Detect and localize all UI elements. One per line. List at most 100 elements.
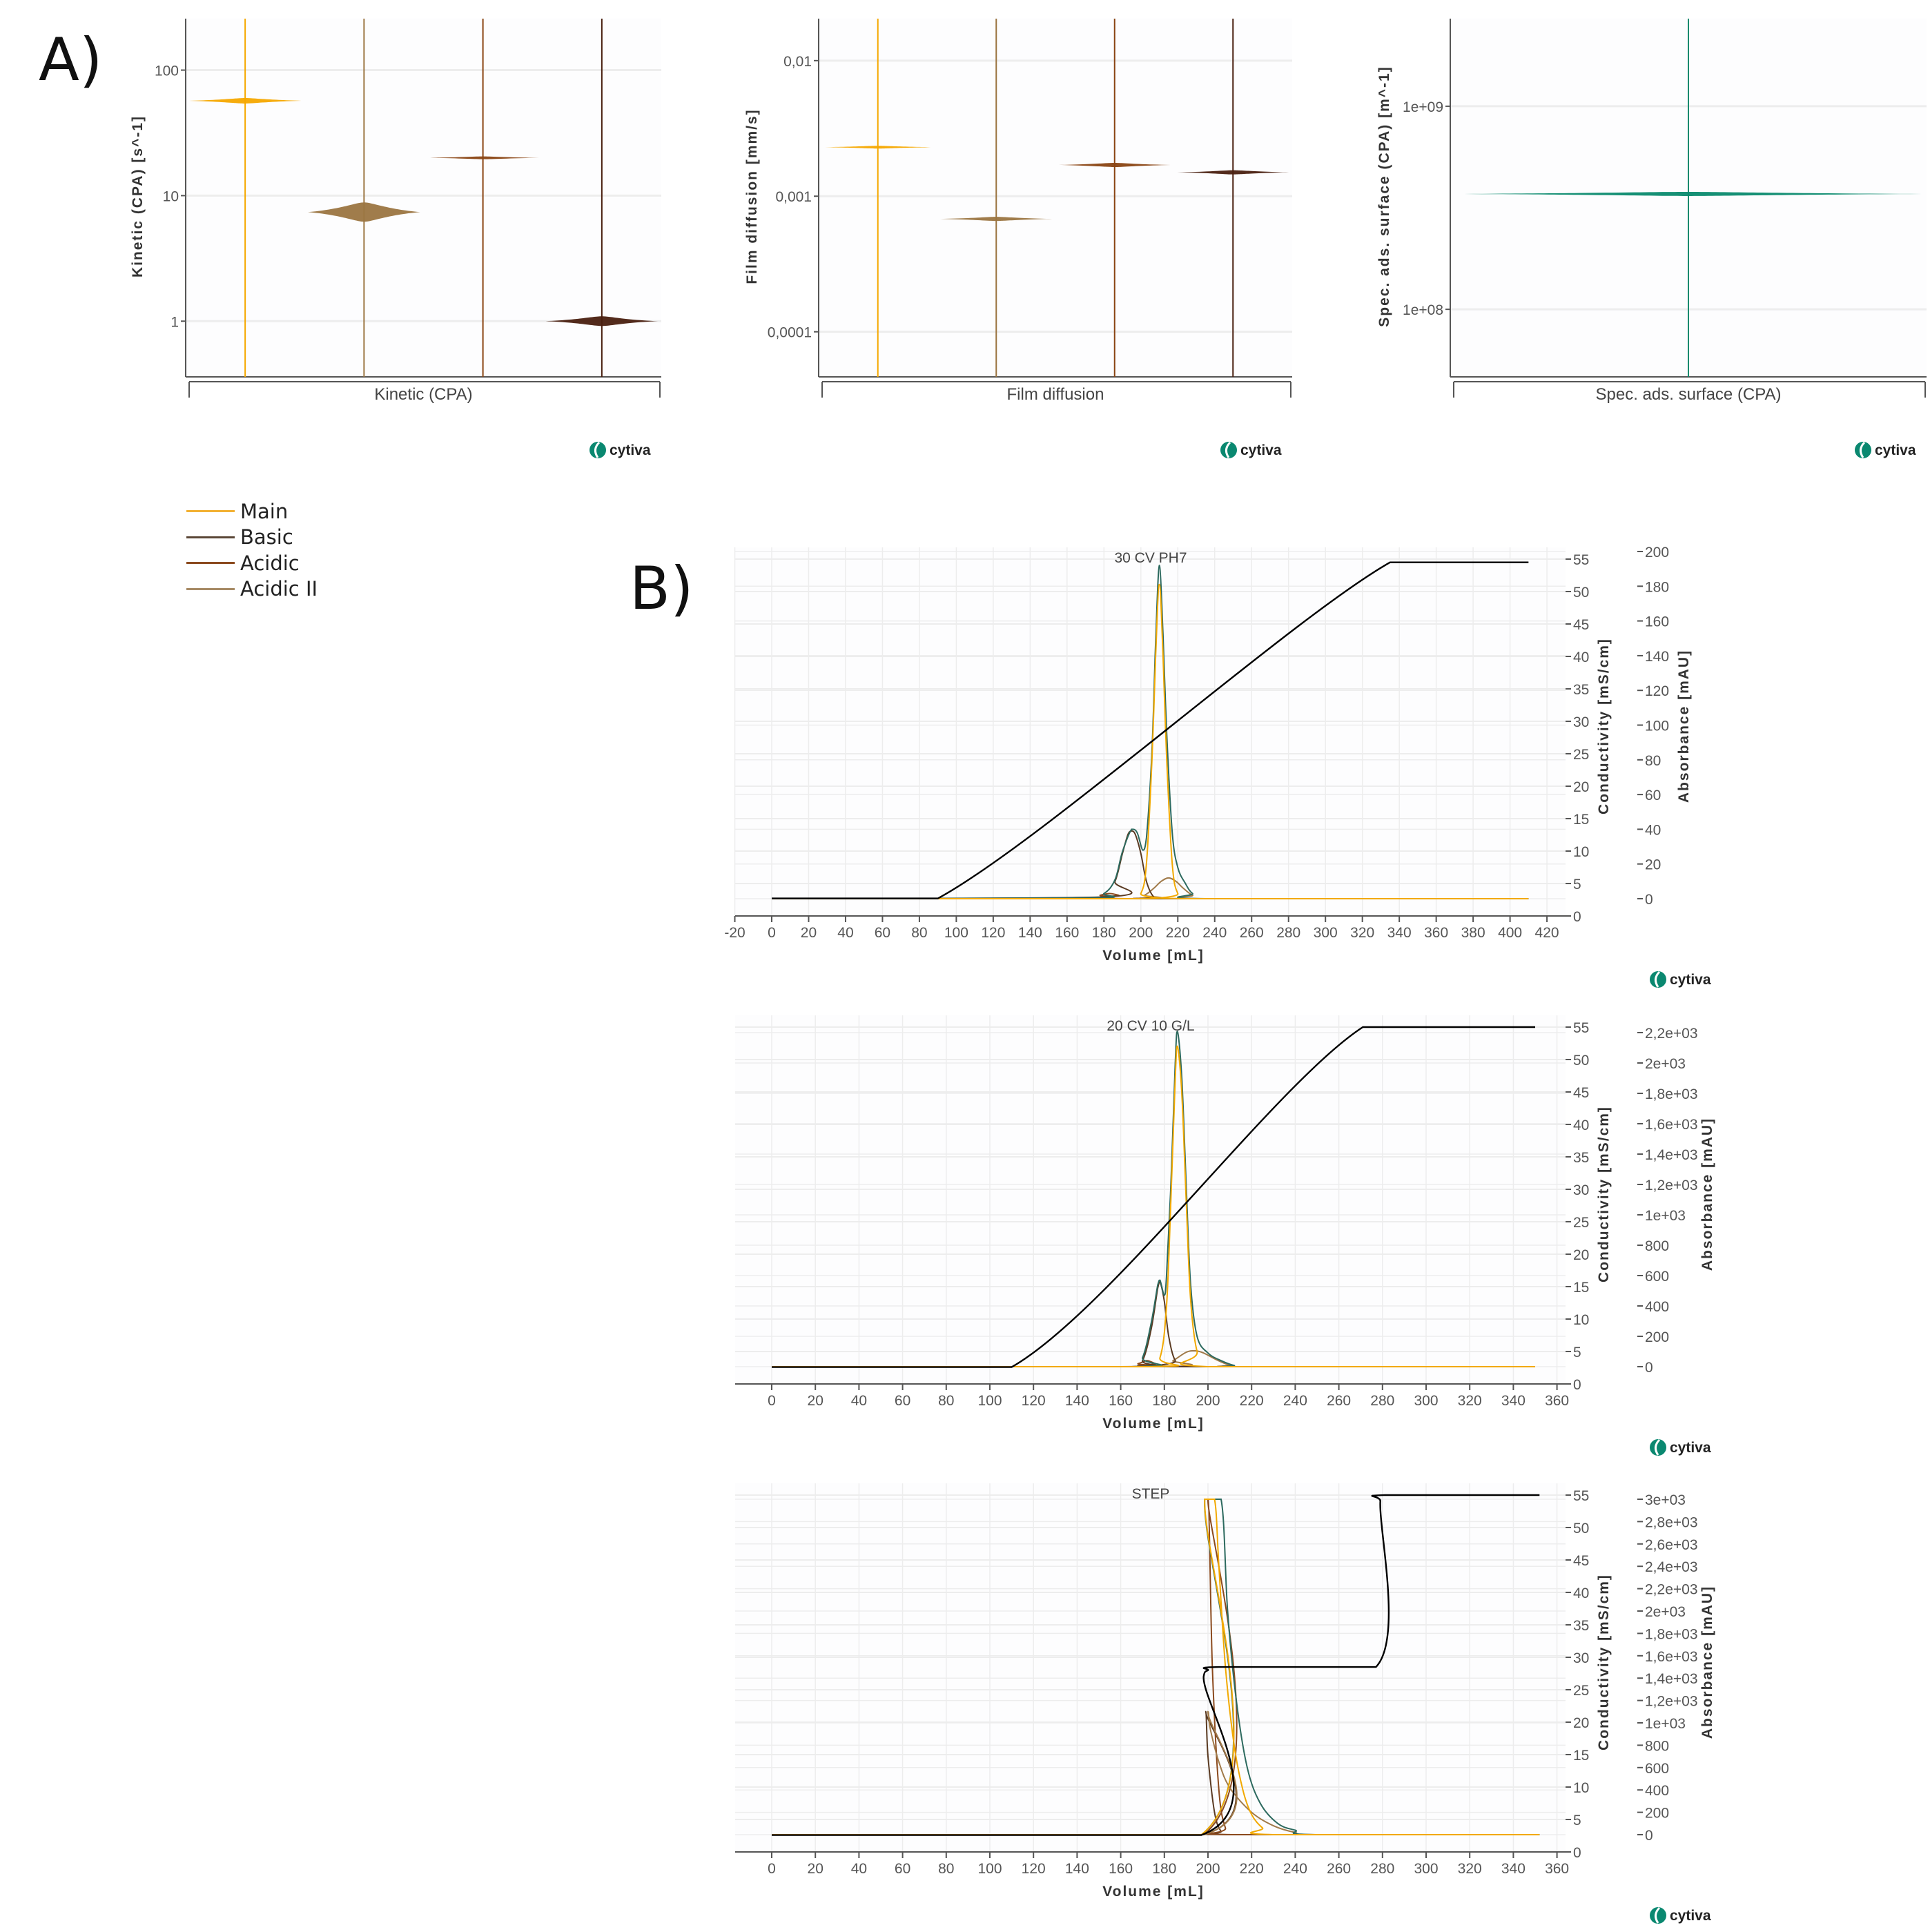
- y2-tick-label: 400: [1645, 1299, 1669, 1315]
- y-axis-title: Kinetic (CPA) [s^-1]: [130, 115, 146, 277]
- y2-axis-title: Absorbance [mAU]: [1699, 1585, 1715, 1739]
- x-tick-label: 140: [1018, 925, 1042, 941]
- x-axis-title: Volume [mL]: [1102, 948, 1205, 964]
- x-tick-label: 80: [938, 1861, 954, 1877]
- y-tick-label: 5: [1573, 877, 1581, 892]
- x-tick-label: -20: [724, 925, 745, 941]
- y2-tick-label: 1,2e+03: [1645, 1178, 1698, 1193]
- x-tick-label: 260: [1327, 1393, 1351, 1409]
- legend-label: Main: [240, 499, 289, 523]
- chromatogram-chart: 0 20 40 60 80 100 120 140 160 180 200 220 240 260 280 3…: [735, 1015, 1715, 1432]
- y2-axis-title: Absorbance [mAU]: [1699, 1118, 1715, 1271]
- cytiva-logo: cytiva: [589, 441, 651, 458]
- x-tick-label: 120: [1022, 1393, 1046, 1409]
- cytiva-logo-mark-icon: [1650, 1439, 1666, 1456]
- x-tick-label: 60: [895, 1861, 910, 1877]
- cytiva-logo-swoosh-icon: [594, 441, 601, 458]
- y2-tick-label: 2,6e+03: [1645, 1537, 1698, 1553]
- x-tick-label: 80: [911, 925, 927, 941]
- cytiva-logo: cytiva: [1650, 1438, 1711, 1456]
- cytiva-logo-swoosh-icon: [1655, 1906, 1661, 1924]
- x-axis-label: Film diffusion: [1007, 385, 1104, 404]
- y-tick-label: 5: [1573, 1345, 1581, 1360]
- x-tick-label: 360: [1424, 925, 1448, 941]
- violin-body: [308, 202, 420, 222]
- cytiva-logo-text: cytiva: [1670, 972, 1711, 988]
- y-tick-label: 20: [1573, 1247, 1589, 1263]
- y-tick-label: 5: [1573, 1813, 1581, 1828]
- x-tick-label: 40: [851, 1393, 867, 1409]
- y2-tick-label: 2,4e+03: [1645, 1559, 1698, 1575]
- y-axis-title: Conductivity [mS/cm]: [1596, 638, 1612, 814]
- x-tick-label: 0: [768, 1861, 776, 1877]
- y-tick-label: 10: [1573, 844, 1589, 860]
- plot-area: [819, 19, 1292, 377]
- x-tick-label: 240: [1283, 1393, 1307, 1409]
- y-tick-label: 15: [1573, 1748, 1589, 1764]
- violin-body: [821, 146, 934, 149]
- y-tick-label: 30: [1573, 1182, 1589, 1198]
- x-tick-label: 380: [1461, 925, 1485, 941]
- x-tick-label: 280: [1276, 925, 1300, 941]
- legend-item-acidic-ii: Acidic II: [186, 576, 318, 603]
- x-tick-label: 320: [1458, 1393, 1482, 1409]
- y2-tick-label: 100: [1645, 719, 1669, 734]
- cytiva-logo-mark-icon: [589, 442, 606, 458]
- conductivity-line: [772, 1026, 1535, 1368]
- legend-label: Acidic: [240, 551, 300, 575]
- x-tick-label: 40: [837, 925, 853, 941]
- y2-tick-label: 0: [1645, 892, 1653, 908]
- chromatogram-chart: 0 20 40 60 80 100 120 140 160 180 200 220 240 260 280 3…: [735, 1483, 1715, 1900]
- cytiva-logo: cytiva: [1650, 970, 1711, 988]
- x-tick-label: 220: [1240, 1861, 1264, 1877]
- y-tick-label: 35: [1573, 1150, 1589, 1166]
- y-tick-label: 0,01: [783, 54, 812, 70]
- x-tick-label: 360: [1545, 1861, 1569, 1877]
- x-tick-label: 200: [1129, 925, 1153, 941]
- y-tick-label: 0,0001: [768, 325, 812, 341]
- x-tick-label: 20: [801, 925, 817, 941]
- y2-tick-label: 2e+03: [1645, 1056, 1686, 1072]
- y-tick-label: 10: [1573, 1312, 1589, 1328]
- violin-body: [1454, 191, 1922, 196]
- x-tick-label: 40: [851, 1861, 867, 1877]
- y2-tick-label: 200: [1645, 545, 1669, 560]
- y2-tick-label: 200: [1645, 1329, 1669, 1345]
- y2-tick-label: 1,4e+03: [1645, 1147, 1698, 1163]
- y-tick-label: 0: [1573, 909, 1581, 925]
- y2-tick-label: 600: [1645, 1269, 1669, 1285]
- total-absorbance-line: [772, 1031, 1535, 1368]
- x-tick-label: 60: [875, 925, 890, 941]
- x-tick-label: 140: [1065, 1393, 1089, 1409]
- legend-item-acidic: Acidic: [186, 550, 318, 576]
- violin-body: [545, 316, 659, 326]
- y2-tick-label: 800: [1645, 1738, 1669, 1754]
- y2-tick-label: 1e+03: [1645, 1716, 1686, 1732]
- x-axis-title: Volume [mL]: [1102, 1416, 1205, 1432]
- y-tick-label: 10: [163, 188, 179, 204]
- y-tick-label: 30: [1573, 714, 1589, 730]
- y-tick-label: 40: [1573, 1118, 1589, 1133]
- x-tick-label: 20: [808, 1393, 823, 1409]
- y2-tick-label: 800: [1645, 1238, 1669, 1254]
- x-tick-label: 280: [1370, 1861, 1394, 1877]
- x-tick-label: 100: [944, 925, 968, 941]
- cytiva-logo-swoosh-icon: [1225, 441, 1231, 458]
- y2-tick-label: 600: [1645, 1761, 1669, 1777]
- x-tick-label: 280: [1370, 1393, 1394, 1409]
- x-tick-label: 120: [1022, 1861, 1046, 1877]
- y2-tick-label: 0: [1645, 1360, 1653, 1376]
- y2-tick-label: 2,2e+03: [1645, 1582, 1698, 1598]
- chromatogram-chart: -20 0 20 40 60 80 100 120 140 160 180 200 220 240 260 2…: [724, 545, 1692, 964]
- y2-tick-label: 400: [1645, 1783, 1669, 1799]
- legend-swatch: [186, 536, 235, 538]
- y2-tick-label: 1,6e+03: [1645, 1117, 1698, 1133]
- y-tick-label: 50: [1573, 1053, 1589, 1069]
- legend-label: Acidic II: [240, 577, 318, 601]
- x-axis-label: Kinetic (CPA): [374, 385, 472, 404]
- y2-tick-label: 0: [1645, 1828, 1653, 1844]
- y-axis-title: Conductivity [mS/cm]: [1596, 1574, 1612, 1750]
- y-tick-label: 40: [1573, 650, 1589, 665]
- y2-tick-label: 200: [1645, 1806, 1669, 1822]
